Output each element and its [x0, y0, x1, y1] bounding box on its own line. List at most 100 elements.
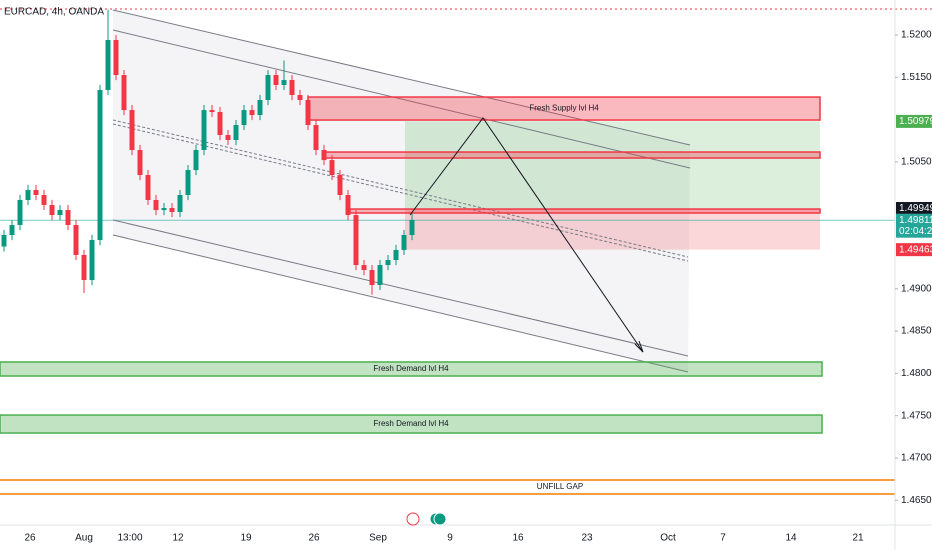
channel-line	[112, 9, 691, 146]
x-tick-label: 26	[308, 533, 320, 544]
gap-label: UNFILL GAP	[537, 482, 583, 491]
candle-body	[369, 270, 375, 286]
candle-body	[377, 265, 383, 286]
price-label: 1.49949	[899, 203, 932, 214]
candle-body	[169, 208, 175, 212]
candle-body	[345, 194, 351, 216]
candle-body	[329, 160, 335, 176]
candle-body	[137, 149, 143, 176]
candle-body	[289, 80, 295, 96]
candle-body	[177, 194, 183, 212]
x-tick-label: 12	[172, 533, 184, 544]
x-tick-label: 26	[24, 533, 36, 544]
y-tick-label: 1.46500	[901, 495, 932, 506]
channel	[112, 9, 691, 373]
zone	[307, 96, 821, 121]
x-tick-label: Sep	[369, 533, 387, 544]
mid-line	[112, 119, 689, 258]
candle-body	[257, 99, 263, 116]
zone	[0, 361, 823, 377]
candle-body	[225, 135, 231, 141]
candle-body	[353, 215, 359, 266]
zone-label: Fresh Supply lvl H4	[529, 104, 599, 113]
projection	[409, 117, 644, 353]
x-tick-label: 23	[581, 533, 593, 544]
profit-zone	[405, 121, 820, 209]
candle-body	[25, 190, 31, 200]
candle-body	[113, 40, 119, 76]
channel-fill	[113, 10, 690, 372]
candle-body	[121, 75, 127, 111]
candle-body	[97, 90, 103, 240]
candle-body	[145, 175, 151, 200]
price-label-bg	[896, 243, 932, 257]
zone-label: Fresh Demand lvl H4	[373, 364, 449, 373]
x-tick-label: Aug	[75, 533, 93, 544]
candle-body	[241, 110, 247, 126]
candle-body	[153, 199, 159, 211]
candle-body	[33, 190, 39, 195]
y-tick-label: 1.52000	[901, 30, 932, 41]
candle-body	[9, 225, 15, 236]
y-tick-label: 1.47000	[901, 453, 932, 464]
price-label: 1.50979	[899, 116, 932, 127]
candle-body	[321, 149, 327, 161]
y-tick-label: 1.51500	[901, 72, 932, 83]
candle-body	[401, 235, 407, 250]
x-tick-label: 19	[240, 533, 252, 544]
candle-body	[129, 110, 135, 150]
candle-body	[105, 40, 111, 91]
projection-path	[409, 117, 644, 353]
candle-body	[201, 110, 207, 150]
candle-body	[65, 210, 71, 226]
event-icon	[406, 512, 420, 526]
x-tick-label: 13:00	[117, 533, 142, 544]
zone-label: Fresh Demand lvl H4	[373, 419, 449, 428]
price-label-bg	[896, 202, 932, 216]
candle-body	[393, 249, 399, 261]
mid-line	[112, 123, 689, 262]
front-layer: Fresh Supply lvl H4 Fresh Demand lvl H4 Fr…	[0, 96, 823, 491]
loss-zone	[405, 208, 820, 250]
candle-body	[281, 80, 287, 86]
channel-line	[112, 219, 689, 357]
countdown: 02:04:25	[899, 226, 932, 237]
zone	[324, 151, 821, 159]
candle-body	[409, 220, 415, 236]
candle-body	[73, 225, 79, 255]
candle-body	[49, 204, 55, 216]
price-label: 1.49811	[899, 215, 932, 226]
x-tick-label: 14	[785, 533, 797, 544]
candle-body	[337, 175, 343, 195]
x-tick-label: 9	[447, 533, 453, 544]
channel-line	[112, 234, 689, 373]
x-tick-label: 21	[852, 533, 864, 544]
zone	[349, 208, 821, 214]
candle-body	[41, 194, 47, 205]
y-tick-label: 1.48000	[901, 368, 932, 379]
arrow-head	[634, 340, 644, 353]
candle-body	[265, 75, 271, 100]
candle-body	[193, 149, 199, 171]
candle-body	[17, 199, 23, 226]
event-icons	[406, 512, 447, 526]
candle-body	[57, 210, 63, 216]
axes: 1.52000 1.51500 1.50500 1.49000 1.48500 1.480…	[24, 30, 932, 544]
chart-title: EURCAD, 4h, OANDA	[4, 7, 104, 18]
event-icon	[433, 512, 447, 526]
y-tick-label: 1.48500	[901, 326, 932, 337]
candle-body	[81, 254, 87, 281]
x-tick-label: 16	[512, 533, 524, 544]
x-tick-label: Oct	[660, 533, 676, 544]
candle-body	[385, 260, 391, 266]
candle-body	[313, 125, 319, 150]
channel-line	[112, 29, 691, 169]
candle-body	[273, 75, 279, 86]
back-layer	[0, 121, 895, 495]
candle-body	[185, 170, 191, 195]
candle-body	[361, 265, 367, 271]
price-label-bg	[896, 114, 932, 128]
candle-body	[1, 235, 7, 247]
candle-body	[297, 95, 303, 100]
y-tick-label: 1.50500	[901, 157, 932, 168]
